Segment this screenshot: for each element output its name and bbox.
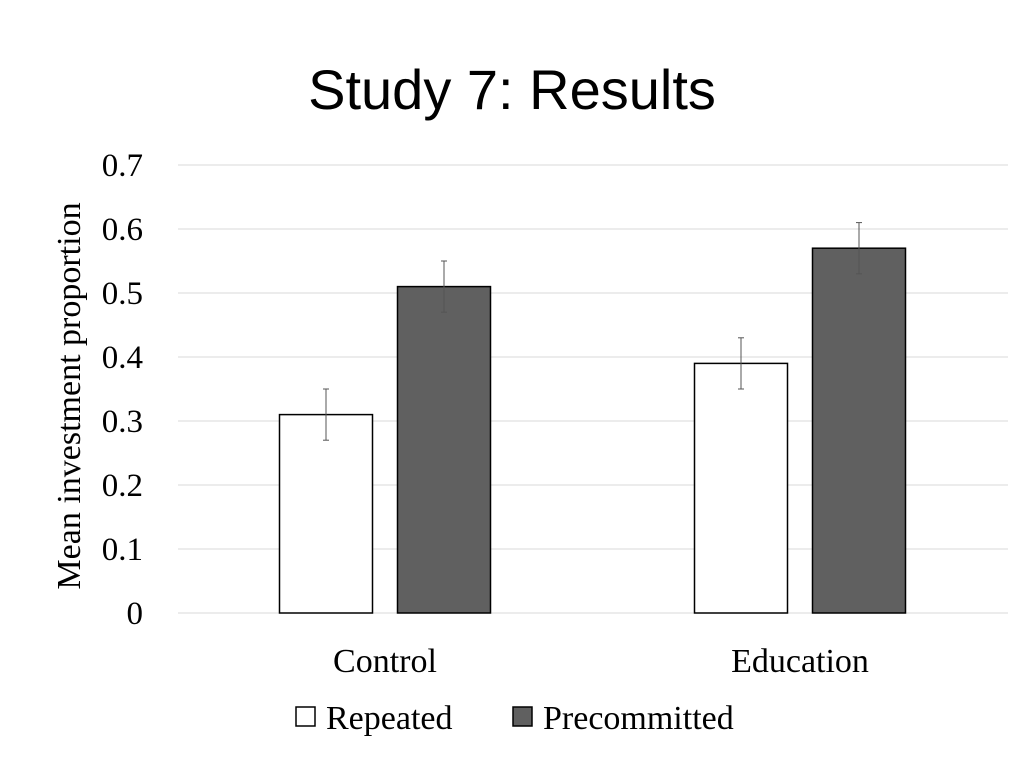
y-tick-label: 0.1 [102, 532, 143, 568]
legend-item-precommitted: Precommitted [512, 700, 734, 737]
y-tick-label: 0 [127, 596, 144, 632]
error-bar [856, 222, 862, 275]
chart-title: Study 7: Results [308, 58, 716, 121]
y-tick-label: 0.4 [102, 340, 143, 376]
legend-label: Precommitted [543, 700, 734, 737]
bar-precommitted-education [811, 247, 907, 614]
legend-label: Repeated [326, 700, 453, 737]
x-tick-label: Control [333, 643, 437, 680]
y-tick-label: 0.2 [102, 468, 143, 504]
y-tick-label: 0.6 [102, 212, 143, 248]
x-tick-labels: Control Education [333, 643, 869, 680]
bar-precommitted-control [396, 285, 492, 614]
y-axis-label: Mean investment proportion [51, 202, 88, 589]
legend-swatch [295, 706, 316, 727]
legend: Repeated Precommitted [295, 700, 734, 737]
error-bar [738, 337, 744, 390]
y-tick-label: 0.5 [102, 276, 143, 312]
legend-swatch [512, 706, 533, 727]
y-tick-label: 0.7 [102, 148, 143, 184]
y-tick-label: 0.3 [102, 404, 143, 440]
error-bars [323, 222, 862, 441]
error-bar [323, 388, 329, 441]
bar-repeated-control [278, 413, 374, 614]
error-bar [441, 260, 447, 313]
bar-repeated-education [693, 362, 789, 614]
x-tick-label: Education [731, 643, 869, 680]
bars [278, 247, 907, 614]
legend-item-repeated: Repeated [295, 700, 453, 737]
y-tick-labels: 0 0.1 0.2 0.3 0.4 0.5 0.6 0.7 [102, 148, 143, 632]
